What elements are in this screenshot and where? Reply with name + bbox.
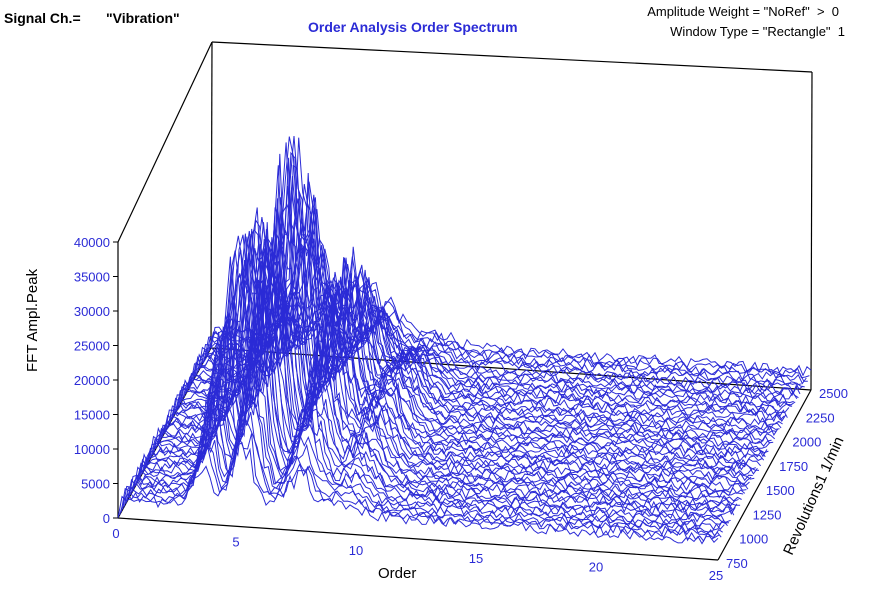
y-tick-label: 30000 <box>74 304 110 319</box>
y-tick-label: 40000 <box>74 235 110 250</box>
spectrum-traces <box>117 135 812 545</box>
back-wall-left-edge <box>210 41 213 349</box>
y-tick-label: 5000 <box>81 477 110 492</box>
front-floor-edge <box>117 517 719 561</box>
spectrum-trace-rpm <box>120 416 722 539</box>
left-wall-top-edge <box>117 41 213 243</box>
y-tick-label: 35000 <box>74 270 110 285</box>
spectrum-trace-rpm <box>202 282 804 390</box>
spectrum-trace-rpm <box>128 331 730 524</box>
z-tick-label: 1250 <box>753 507 782 522</box>
z-tick-label: 1000 <box>739 532 768 547</box>
x-tick-label: 25 <box>709 568 723 583</box>
x-tick-label: 10 <box>349 543 363 558</box>
x-tick-label: 15 <box>469 551 483 566</box>
y-tick-label: 15000 <box>74 408 110 423</box>
z-tick-label: 1500 <box>766 483 795 498</box>
z-tick-label: 2000 <box>792 435 821 450</box>
spectrum-trace-rpm <box>163 185 765 462</box>
spectrum-trace-rpm <box>123 387 725 533</box>
x-tick-label: 20 <box>589 560 603 575</box>
y-tick-label: 25000 <box>74 339 110 354</box>
z-tick-label: 1750 <box>779 459 808 474</box>
z-tick-label: 750 <box>726 556 748 571</box>
spectrum-trace-rpm <box>191 239 793 408</box>
z-tick-label: 2500 <box>819 386 848 401</box>
signal-channel-value: "Vibration" <box>106 10 180 26</box>
chart-title: Order Analysis Order Spectrum <box>308 19 518 35</box>
spectrum-trace-rpm <box>182 222 783 427</box>
spectrum-trace-rpm <box>125 382 727 531</box>
right-floor-edge <box>717 389 812 561</box>
spectrum-trace-rpm <box>134 278 736 516</box>
back-wall-right-edge <box>810 71 813 391</box>
spectrum-trace-rpm <box>131 329 733 518</box>
y-tick-label: 0 <box>103 511 110 526</box>
y-tick-label: 20000 <box>74 373 110 388</box>
spectrum-trace-rpm <box>122 406 723 537</box>
y-axis-label: FFT Ampl.Peak <box>24 268 41 372</box>
y-tick-label: 10000 <box>74 442 110 457</box>
window-type-label: Window Type = "Rectangle" 1 <box>670 24 845 39</box>
x-tick-label: 0 <box>112 526 119 541</box>
z-tick-label: 2250 <box>806 410 835 425</box>
spectrum-trace-rpm <box>185 194 787 423</box>
back-wall-top-edge <box>211 41 813 73</box>
x-axis-label: Order <box>378 565 416 582</box>
axis-ticks: 0500010000150002000025000300003500040000… <box>74 235 848 583</box>
spectrum-trace-rpm <box>117 442 719 545</box>
spectrum-trace-rpm <box>133 308 735 516</box>
signal-channel-label: Signal Ch.= <box>4 10 81 26</box>
x-tick-label: 5 <box>232 534 239 549</box>
amplitude-weight-label: Amplitude Weight = "NoRef" > 0 <box>647 4 839 19</box>
